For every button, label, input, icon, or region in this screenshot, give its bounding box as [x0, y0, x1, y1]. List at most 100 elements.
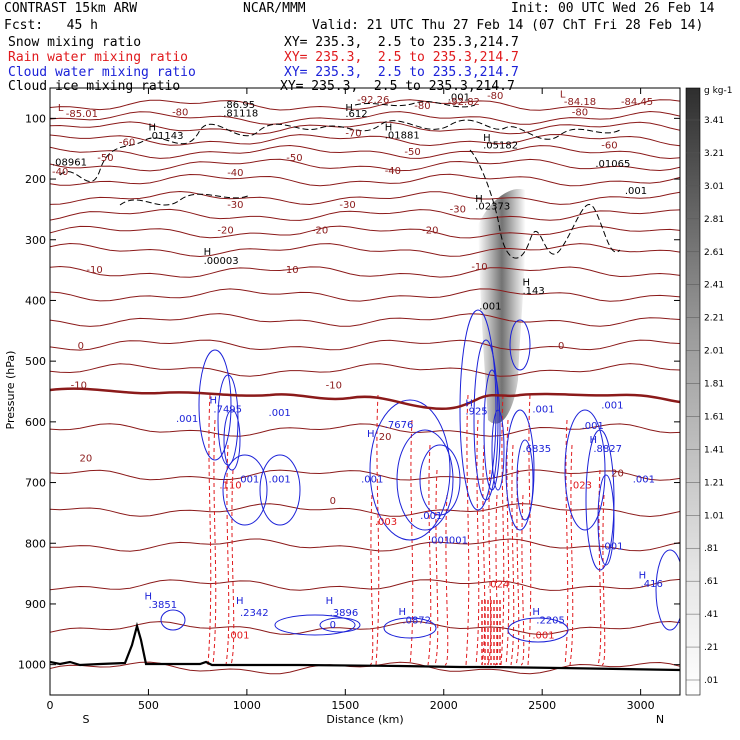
- x-tick-label: 3000: [627, 699, 655, 712]
- isotherm-label: -20: [312, 226, 328, 237]
- y-tick-label: 100: [25, 112, 46, 125]
- rain-water-isoline: [481, 444, 486, 666]
- isotherm-label: -40: [385, 166, 401, 177]
- rain-water-isoline: [212, 419, 217, 666]
- cloud-ice-isoline: [354, 101, 476, 108]
- cloud-water-isoline: [516, 439, 534, 521]
- cloud-water-isoline: [396, 429, 454, 531]
- temperature-isotherm: [50, 121, 680, 135]
- x-tick-label: 0: [47, 699, 54, 712]
- y-tick-label: 700: [25, 477, 46, 490]
- north-label: N: [656, 713, 664, 726]
- temperature-contours: [50, 99, 680, 675]
- extrema-label: H: [523, 277, 531, 288]
- extrema-label: .08961: [52, 158, 87, 169]
- extrema-label: .01143: [148, 131, 183, 142]
- extrema-label: H: [639, 570, 647, 581]
- model-title: CONTRAST 15km ARW: [4, 1, 138, 16]
- isotherm-label: -10: [86, 265, 102, 276]
- temperature-isotherm: [50, 110, 680, 125]
- extrema-label: .02373: [475, 201, 510, 212]
- colorbar-tick-label: .61: [704, 577, 718, 587]
- contour-labels: -85.01 -80-80-80-70-60 -60-50 -50-50-40 -40-…: [52, 90, 663, 642]
- cloud-water-isoline: [507, 617, 569, 643]
- isotherm-label: -30: [339, 200, 355, 211]
- y-tick-label: 1000: [18, 659, 46, 672]
- y-tick-label: 200: [25, 173, 46, 186]
- cloud-ice-isoline: [59, 119, 621, 182]
- valid-time: Valid: 21 UTC Thu 27 Feb 14 (07 ChT Fri …: [312, 18, 704, 33]
- isotherm-label: -10: [326, 380, 342, 391]
- field-snow-xy: XY= 235.3, 2.5 to 235.3,214.7: [284, 35, 519, 50]
- extrema-label: .86.95: [223, 100, 255, 111]
- cloud-water-isoline: [383, 617, 437, 639]
- field-rain-xy: XY= 235.3, 2.5 to 235.3,214.7: [284, 50, 519, 65]
- colorbar-tick-label: 2.41: [704, 281, 724, 291]
- extrema-label: H: [385, 122, 393, 133]
- extrema-label: .8827: [593, 444, 622, 455]
- cloud-water-isoline: [459, 309, 497, 511]
- cloud-water-isoline: [160, 609, 186, 631]
- organization: NCAR/MMM: [243, 1, 306, 16]
- temperature-isotherm: [50, 99, 680, 111]
- colorbar-tick-label: 3.01: [704, 182, 724, 192]
- colorbar-tick-label: .81: [704, 544, 718, 554]
- field-snow-name: Snow mixing ratio: [8, 35, 142, 50]
- cloud-water-isoline: [585, 429, 615, 571]
- isotherm-label: 20: [379, 432, 392, 443]
- rain-water-isoline: [520, 494, 525, 666]
- x-tick-label: 1000: [233, 699, 261, 712]
- rain-water-isoline: [427, 444, 432, 666]
- y-tick-label: 900: [25, 598, 46, 611]
- isotherm-label: -80: [172, 107, 188, 118]
- x-axis-label: Distance (km): [326, 713, 403, 726]
- x-tick-label: 1500: [331, 699, 359, 712]
- isotherm-label: 0: [330, 496, 336, 507]
- isotherm-label: -60: [601, 141, 617, 152]
- isotherm-label: -10: [71, 380, 87, 391]
- rain-water-contours: [207, 394, 606, 666]
- extrema-label: .001: [601, 541, 623, 552]
- extrema-label: .2342: [240, 608, 269, 619]
- extrema-label: .001: [448, 93, 470, 104]
- extrema-label: -92.26: [357, 95, 389, 106]
- extrema-label: -80: [487, 91, 503, 102]
- terrain-line: [49, 621, 681, 672]
- rain-water-isoline: [510, 444, 515, 666]
- extrema-label: 0: [330, 620, 336, 631]
- temperature-isotherm: [50, 133, 680, 147]
- field-cloudice-xy: XY= 235.3, 2.5 to 235.3,214.7: [280, 79, 515, 94]
- extrema-label: H: [475, 194, 483, 205]
- cloud-water-isoline: [222, 454, 268, 526]
- extrema-label: .143: [523, 286, 545, 297]
- colorbar-tick-label: 1.01: [704, 511, 724, 521]
- extrema-label: .001: [269, 475, 291, 486]
- extrema-label: .001: [582, 421, 604, 432]
- colorbar-tick-label: .01: [704, 676, 718, 686]
- extrema-label: .001: [227, 631, 249, 642]
- plot-frame: [49, 87, 681, 696]
- isotherm-label: -80: [414, 101, 430, 112]
- cloud-water-isoline: [473, 339, 499, 501]
- isotherm-label: -80: [572, 107, 588, 118]
- rain-water-isoline: [515, 469, 520, 666]
- rain-water-isoline: [465, 394, 470, 666]
- y-tick-label: 400: [25, 294, 46, 307]
- temperature-isotherm: [50, 225, 680, 239]
- temperature-isotherm: [50, 173, 680, 187]
- extrema-label: .001: [420, 511, 442, 522]
- cloud-ice-isoline: [469, 149, 621, 259]
- temperature-isotherm: [50, 578, 680, 591]
- cloud-water-isoline: [198, 349, 232, 461]
- rain-water-isoline: [500, 394, 505, 666]
- south-label: S: [83, 713, 90, 726]
- temperature-isotherm: [50, 469, 680, 481]
- colorbar-tick-label: 1.81: [704, 380, 724, 390]
- rain-water-isoline: [601, 494, 606, 666]
- cloud-water-isoline: [597, 474, 615, 566]
- extrema-label: .81118: [223, 109, 258, 120]
- cloud-water-isoline: [655, 549, 680, 631]
- temperature-isotherm: [50, 190, 680, 206]
- isotherm-label: -50: [404, 147, 420, 158]
- extrema-label: .612: [345, 109, 367, 120]
